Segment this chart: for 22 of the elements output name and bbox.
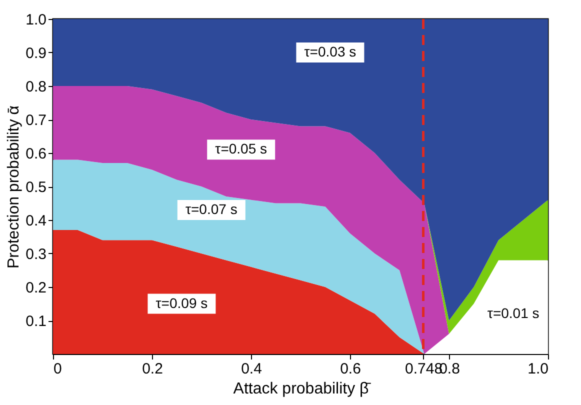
y-tick-label: 0.9 bbox=[26, 45, 46, 62]
y-tick-label: 0.2 bbox=[26, 280, 46, 296]
x-tick-label: 0.4 bbox=[241, 360, 262, 378]
annotation: τ=0.01 s bbox=[487, 304, 540, 321]
annotation: τ=0.07 s bbox=[185, 200, 238, 217]
x-tick-label: 1.0 bbox=[528, 360, 548, 378]
x-tick-label: 0.6 bbox=[340, 360, 361, 378]
x-tick-label: 0.2 bbox=[142, 360, 163, 378]
y-tick-label: 0.5 bbox=[26, 179, 46, 196]
y-axis-title: Protection probability ᾱ bbox=[6, 105, 23, 269]
y-tick-label: 0.1 bbox=[26, 313, 46, 330]
x-tick-label: 0 bbox=[54, 360, 62, 378]
annotation: τ=0.09 s bbox=[156, 294, 208, 311]
y-tick-label: 0.6 bbox=[26, 146, 46, 162]
y-tick-label: 1.0 bbox=[26, 12, 46, 28]
y-tick-label: 0.7 bbox=[26, 112, 46, 129]
annotation: τ=0.05 s bbox=[215, 140, 268, 157]
x-axis-title: Attack probability β̄ bbox=[233, 380, 372, 398]
annotation: τ=0.03 s bbox=[304, 44, 356, 60]
y-tick-label: 0.8 bbox=[26, 78, 46, 96]
y-tick-label: 0.3 bbox=[26, 246, 46, 263]
y-tick-label: 0.4 bbox=[26, 212, 46, 230]
